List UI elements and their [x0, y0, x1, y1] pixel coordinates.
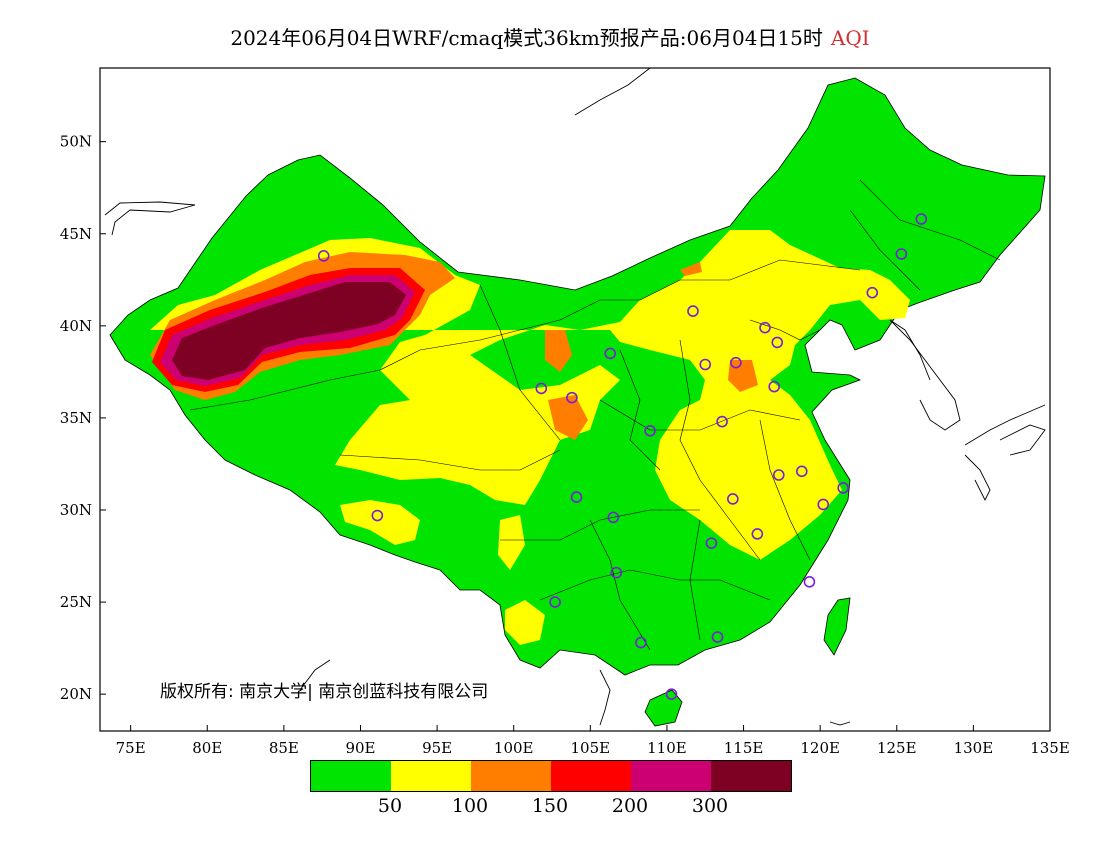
- aqi-max-zone: [172, 282, 406, 380]
- map-frame: [99, 67, 1051, 732]
- station-marker: [549, 596, 561, 608]
- lon-tick-label: 75E: [116, 739, 146, 757]
- legend-swatch: [391, 761, 471, 791]
- station-marker: [716, 415, 728, 428]
- station-marker: [317, 250, 330, 262]
- station-marker: [759, 321, 771, 334]
- lon-tick-label: 125E: [877, 739, 917, 757]
- station-marker: [687, 305, 699, 317]
- legend-swatch: [631, 761, 711, 791]
- province-borders: [189, 179, 1001, 651]
- station-marker: [644, 425, 656, 437]
- station-marker: [768, 380, 780, 393]
- station-marker: [371, 509, 384, 522]
- lon-tick-label: 130E: [954, 739, 994, 757]
- station-marker: [699, 358, 712, 371]
- station-marker: [610, 566, 623, 579]
- lon-tick-label: 110E: [647, 739, 687, 757]
- title-text: 2024年06月04日WRF/cmaq模式36km预报产品:06月04日15时: [230, 26, 823, 50]
- lat-tick-label: 20N: [60, 685, 92, 703]
- aqi-100-zone-yunnan: [505, 600, 545, 645]
- lon-tick-label: 115E: [724, 739, 764, 757]
- aqi-150-zone-gansu-south: [548, 395, 588, 440]
- station-marker: [535, 382, 548, 395]
- aqi-150-zone-inner: [680, 262, 702, 276]
- lon-tick-label: 135E: [1030, 739, 1070, 757]
- lon-tick-label: 105E: [571, 739, 611, 757]
- station-marker: [570, 491, 583, 503]
- station-marker: [866, 286, 879, 299]
- legend-label: 150: [531, 795, 569, 817]
- lat-tick-label: 35N: [60, 409, 92, 427]
- station-marker: [771, 336, 784, 349]
- lon-tick-label: 100E: [494, 739, 534, 757]
- legend-swatch: [711, 761, 791, 791]
- station-marker: [817, 498, 830, 511]
- copyright-text: 版权所有: 南京大学| 南京创蓝科技有限公司: [160, 682, 488, 702]
- lat-tick-label: 50N: [60, 133, 92, 151]
- station-marker: [837, 482, 849, 494]
- station-marker: [751, 528, 764, 540]
- station-marker: [566, 391, 578, 404]
- lat-tick-label: 30N: [60, 501, 92, 519]
- station-marker: [727, 493, 739, 505]
- lon-tick-label: 120E: [800, 739, 840, 757]
- taiwan-island: [823, 597, 851, 656]
- station-marker: [915, 213, 928, 225]
- lat-tick-label: 45N: [60, 225, 92, 243]
- longitude-axis: 75E 80E 85E 90E 95E 100E 105E 110E 115E 120E 125E 1…: [116, 725, 1070, 757]
- station-marker: [604, 347, 617, 360]
- legend-swatch: [551, 761, 631, 791]
- lon-tick-label: 80E: [192, 739, 222, 757]
- lon-tick-label: 90E: [345, 739, 375, 757]
- station-marker: [803, 576, 816, 588]
- aqi-150-zone-gansu: [545, 330, 572, 372]
- map-content: [104, 68, 1046, 727]
- station-markers: [317, 213, 928, 700]
- lon-tick-label: 95E: [422, 739, 452, 757]
- aqi-legend: [310, 760, 792, 792]
- station-marker: [607, 511, 620, 524]
- legend-label: 200: [611, 795, 649, 817]
- legend-label: 300: [691, 795, 729, 817]
- lat-tick-label: 25N: [60, 593, 92, 611]
- station-marker: [895, 248, 908, 260]
- lat-tick-label: 40N: [60, 317, 92, 335]
- latitude-axis: 20N 25N 30N 35N 40N 45N 50N: [60, 133, 106, 703]
- station-marker: [665, 688, 678, 700]
- station-marker: [705, 537, 718, 549]
- station-marker: [772, 469, 785, 481]
- station-marker: [795, 465, 808, 478]
- title-variable: AQI: [830, 26, 870, 50]
- legend-swatch: [311, 761, 391, 791]
- aqi-100-zone-sichuan: [498, 515, 525, 570]
- legend-label: 100: [451, 795, 489, 817]
- map-title: 2024年06月04日WRF/cmaq模式36km预报产品:06月04日15时 A…: [0, 22, 1100, 51]
- legend-swatch: [471, 761, 551, 791]
- aqi-100-zone-tibet-south: [340, 500, 420, 545]
- station-marker: [635, 636, 647, 649]
- station-marker: [730, 356, 742, 369]
- legend-label: 50: [377, 795, 403, 817]
- lon-tick-label: 85E: [269, 739, 299, 757]
- station-marker: [711, 631, 724, 643]
- coastlines: [104, 68, 1046, 726]
